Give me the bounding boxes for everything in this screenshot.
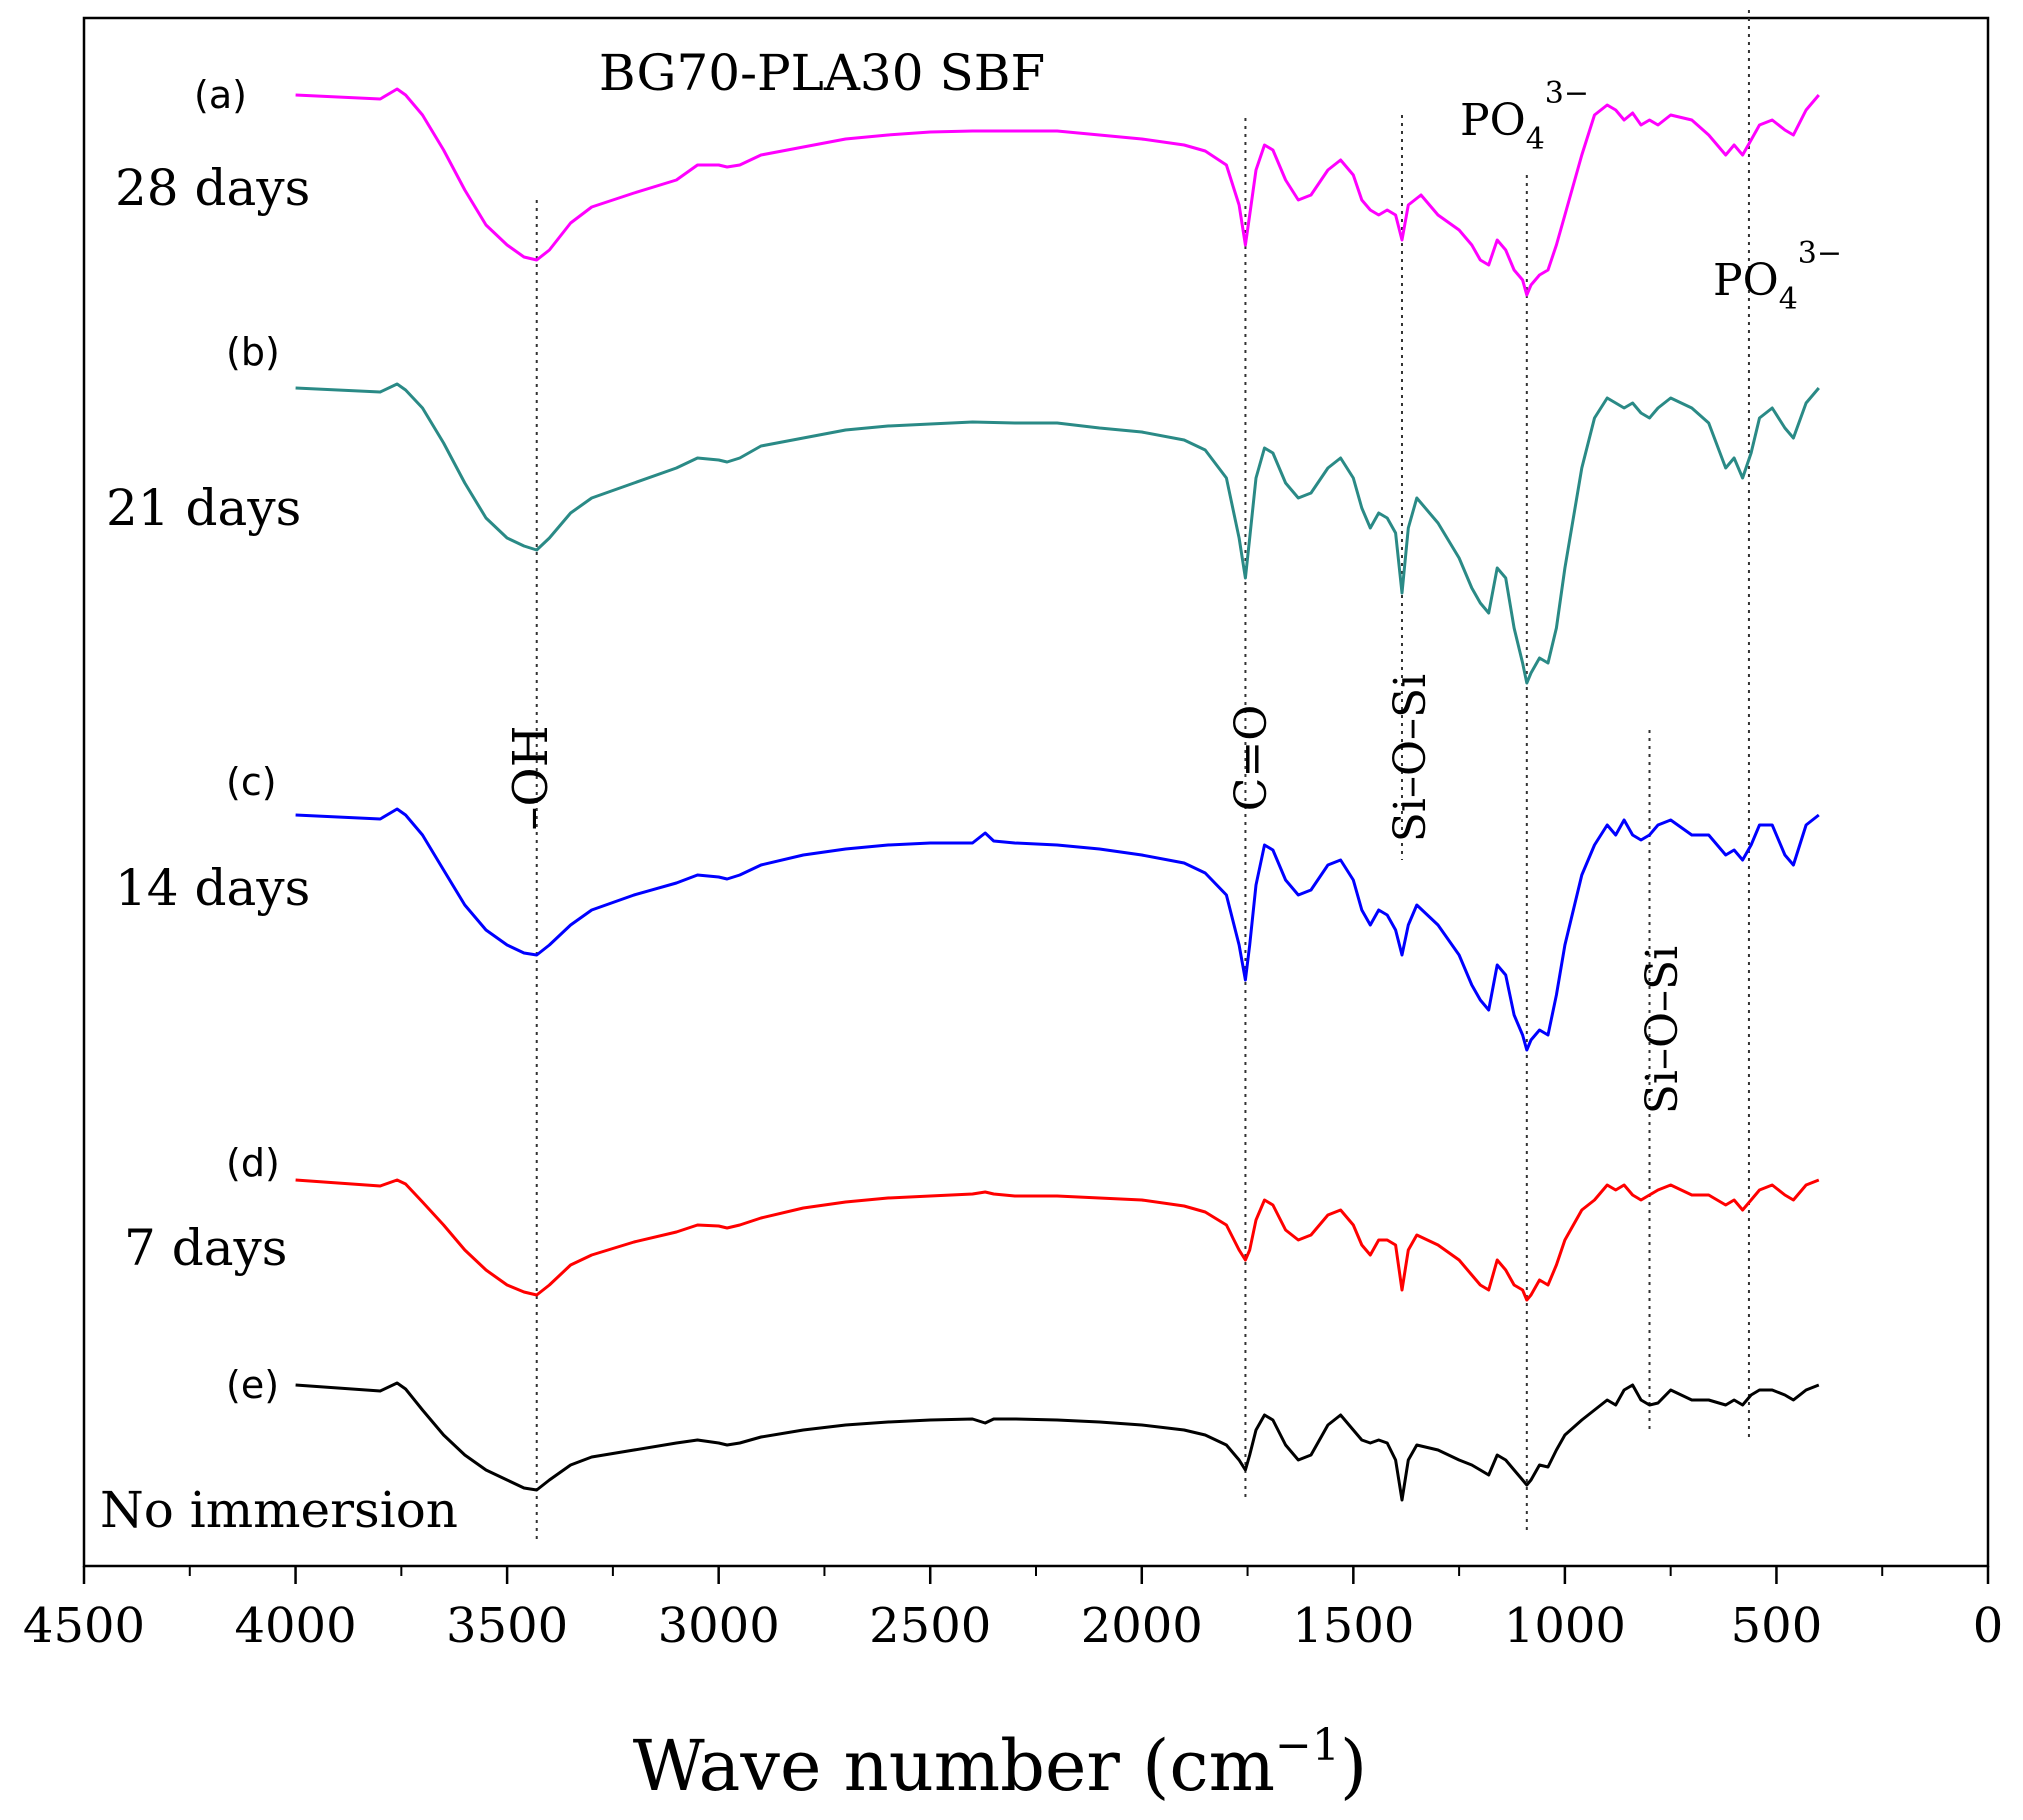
x-tick-label-0: 0 [1973,1598,2004,1654]
x-tick-label-500: 500 [1731,1598,1823,1654]
annotation-siosi-a: Si–O–Si [1385,674,1436,843]
series-letter-e: (e) [226,1363,279,1407]
x-tick-label-3000: 3000 [658,1598,780,1654]
series-letter-b: (b) [226,330,280,374]
annotation-co: C=O [1226,705,1277,812]
annotation-po4-b: PO43− [1713,236,1842,317]
series-name-e: No immersion [100,1481,458,1539]
plot-frame [82,16,1990,1568]
series-line-a [295,87,1820,297]
series-line-b [295,382,1820,685]
x-tick-label-2000: 2000 [1081,1598,1203,1654]
series-line-c [295,807,1820,1052]
x-tick-label-4000: 4000 [234,1598,356,1654]
x-tick-label-3500: 3500 [446,1598,568,1654]
series-name-b: 21 days [106,479,301,537]
series-letter-c: (c) [226,760,277,804]
x-tick-label-1000: 1000 [1504,1598,1626,1654]
x-tick-label-4500: 4500 [23,1598,145,1654]
series-line-e [295,1381,1820,1502]
annotation-oh: –OH [503,725,559,830]
annotation-po4-a: PO43− [1460,76,1589,157]
series-name-a: 28 days [115,159,310,217]
series-name-d: 7 days [124,1219,287,1277]
series-line-d [295,1178,1820,1302]
series-letter-d: (d) [226,1141,280,1185]
series-name-c: 14 days [115,859,310,917]
annotation-siosi-b: Si–O–Si [1637,946,1688,1115]
x-tick-label-1500: 1500 [1292,1598,1414,1654]
series-letter-a: (a) [194,73,247,117]
chart-title: BG70-PLA30 SBF [599,44,1045,102]
x-axis-label: Wave number (cm−1) [633,1720,1367,1807]
x-tick-label-2500: 2500 [869,1598,991,1654]
